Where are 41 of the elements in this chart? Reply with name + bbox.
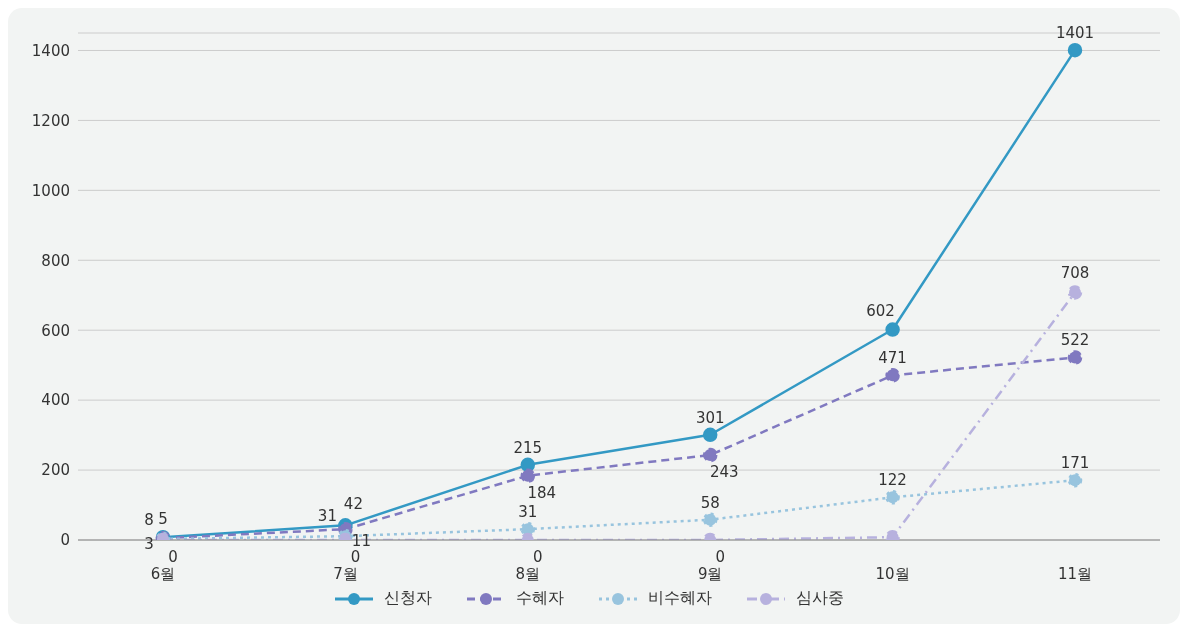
data-label: 1401 [1055, 24, 1095, 43]
data-label: 215 [513, 438, 543, 457]
data-label: 0 [715, 548, 725, 566]
data-label: 8 [144, 511, 154, 530]
y-tick-label: 800 [41, 251, 70, 270]
data-label: 122 [878, 471, 907, 490]
y-tick-label: 200 [41, 461, 70, 480]
data-label: 301 [695, 408, 725, 427]
data-label: 171 [1060, 454, 1090, 473]
data-label: 31 [317, 507, 337, 526]
y-tick-label: 1000 [31, 181, 70, 200]
y-tick-label: 600 [41, 321, 70, 340]
y-tick-label: 400 [41, 391, 70, 410]
x-tick-label: 11월 [1057, 564, 1093, 583]
data-label: 5 [158, 510, 168, 529]
data-label: 184 [527, 483, 557, 502]
data-label: 708 [1060, 264, 1090, 283]
data-label: 42 [343, 495, 363, 514]
y-tick-label: 0 [60, 531, 70, 550]
data-label: 471 [878, 349, 907, 368]
data-label: 58 [700, 493, 720, 512]
data-label: 243 [709, 463, 739, 482]
y-tick-label: 1200 [31, 111, 70, 130]
x-tick-label: 7월 [333, 564, 358, 583]
data-label: 0 [168, 548, 178, 566]
data-label: 11 [351, 532, 371, 551]
legend-label: 신청자 [384, 588, 432, 609]
legend-label: 비수혜자 [648, 588, 712, 609]
data-label: 0 [533, 548, 543, 566]
legend-label: 심사중 [796, 588, 844, 609]
data-label: 522 [1060, 331, 1090, 350]
y-tick-label: 1400 [31, 41, 70, 60]
x-tick-label: 9월 [697, 564, 723, 583]
x-tick-label: 6월 [150, 564, 176, 583]
x-tick-label: 8월 [515, 564, 541, 583]
data-label: 31 [518, 503, 538, 522]
data-label: 3 [144, 534, 154, 553]
data-label: 0 [350, 548, 361, 566]
x-tick-label: 10월 [875, 564, 910, 583]
legend-label: 수혜자 [516, 588, 564, 609]
data-label: 602 [866, 301, 895, 320]
